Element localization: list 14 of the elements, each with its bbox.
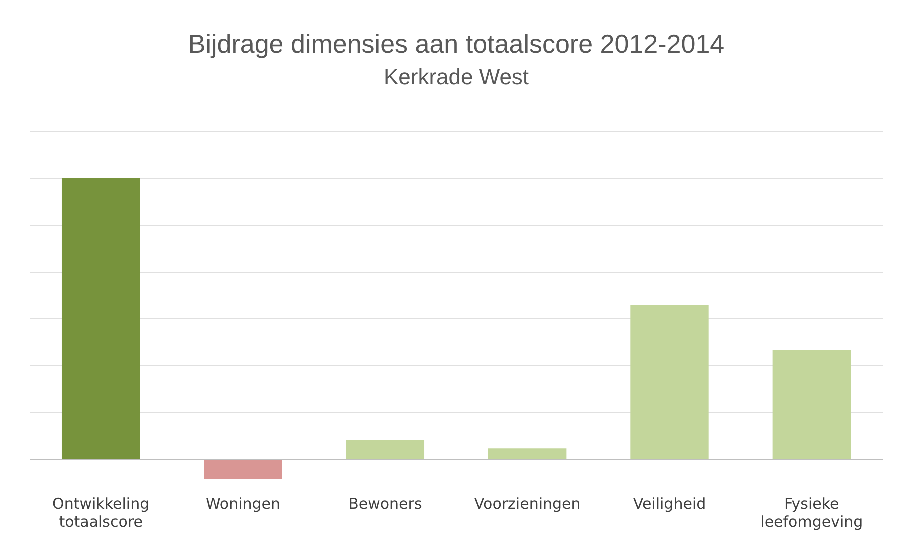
x-tick-label: Fysieke leefomgeving [760, 494, 864, 531]
x-tick-label: Bewoners [348, 494, 422, 513]
bar [630, 305, 709, 460]
bar [772, 350, 852, 460]
chart-subtitle: Kerkrade West [384, 64, 530, 90]
x-tick-label: Ontwikkeling totaalscore [52, 494, 150, 531]
bar [488, 448, 567, 460]
bar [204, 460, 282, 480]
bar [62, 178, 140, 460]
x-tick-label: Voorzieningen [474, 494, 581, 513]
x-tick-label: Veiligheid [633, 494, 706, 513]
chart-title: Bijdrage dimensies aan totaalscore 2012-2014 [188, 28, 725, 59]
bar [346, 440, 425, 460]
x-tick-label: Woningen [206, 494, 281, 513]
